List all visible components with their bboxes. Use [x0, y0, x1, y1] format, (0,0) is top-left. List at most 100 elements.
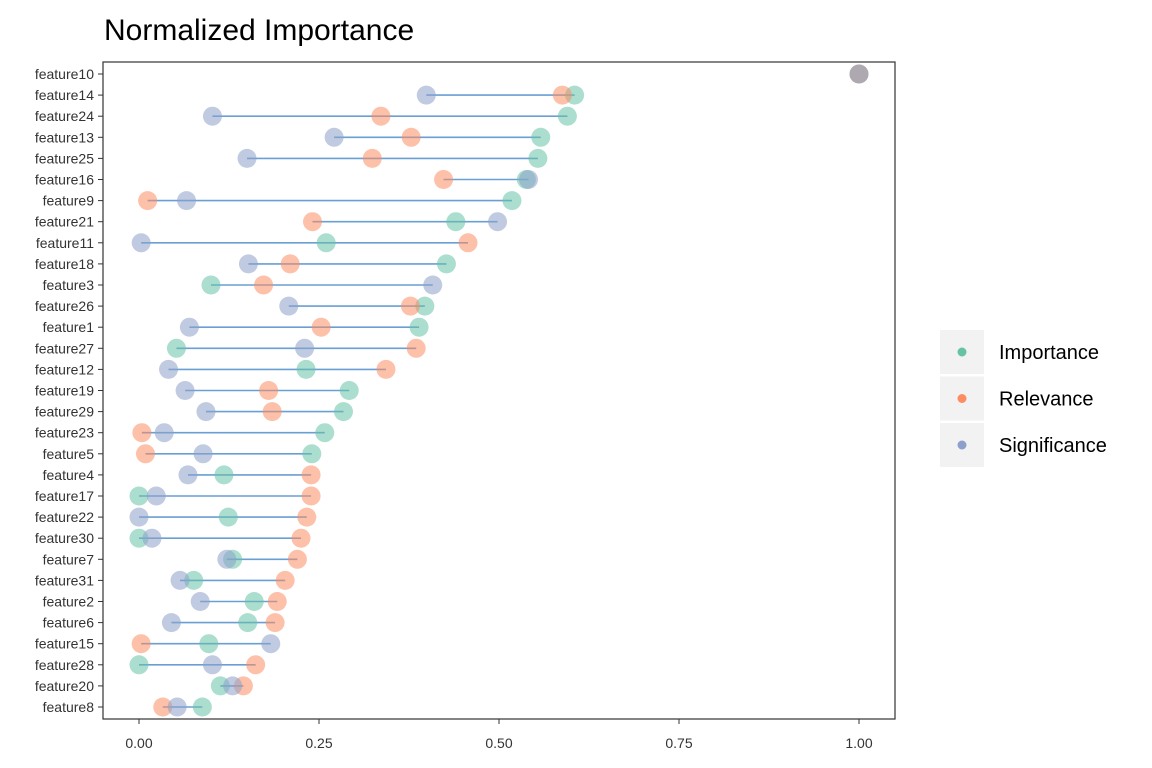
point-significance [217, 549, 237, 569]
y-tick-label: feature9 [43, 193, 95, 209]
point-relevance [153, 697, 173, 717]
point-relevance [254, 275, 274, 295]
point-relevance [362, 148, 382, 168]
y-tick-label: feature4 [43, 467, 95, 483]
point-relevance [401, 127, 421, 147]
point-significance [423, 275, 443, 295]
point-importance [333, 402, 353, 422]
point-significance [238, 254, 258, 274]
point-relevance [132, 423, 152, 443]
y-tick-label: feature27 [35, 340, 94, 356]
y-tick-label: feature17 [35, 488, 94, 504]
y-tick-label: feature21 [35, 214, 94, 230]
point-relevance [458, 233, 478, 253]
y-tick-label: feature7 [43, 551, 95, 567]
point-relevance [552, 85, 572, 105]
point-importance [201, 275, 221, 295]
point-relevance [297, 507, 317, 527]
point-importance [446, 212, 466, 232]
point-significance [161, 613, 181, 633]
legend: Importance Relevance Significance [940, 330, 1107, 467]
point-importance [339, 381, 359, 400]
point-significance [324, 127, 344, 147]
point-significance [519, 170, 539, 189]
point-significance [175, 381, 195, 400]
x-tick-label: 0.75 [665, 735, 692, 751]
point-importance [238, 613, 258, 633]
point-importance [531, 127, 551, 147]
point-significance [237, 148, 257, 168]
x-tick-label: 0.50 [485, 735, 512, 751]
y-tick-label: feature2 [43, 594, 95, 610]
point-significance [488, 212, 508, 232]
point-significance [178, 465, 198, 485]
y-tick-label: feature12 [35, 361, 94, 377]
point-significance [142, 528, 162, 548]
y-tick-label: feature10 [35, 66, 94, 82]
legend-swatch [957, 394, 967, 403]
point-relevance [267, 592, 287, 611]
legend-swatch [957, 440, 967, 450]
point-relevance [301, 486, 321, 506]
point-importance [557, 106, 577, 126]
y-tick-label: feature19 [35, 383, 94, 399]
point-significance [849, 64, 869, 84]
point-significance [193, 444, 213, 464]
y-tick-label: feature22 [35, 509, 94, 525]
point-significance [170, 570, 190, 590]
point-relevance [301, 465, 321, 485]
chart-title: Normalized Importance [104, 14, 414, 47]
points-layer [129, 64, 869, 717]
point-importance [296, 359, 316, 379]
point-significance [279, 296, 299, 316]
point-importance [192, 697, 212, 717]
point-relevance [246, 655, 266, 675]
y-axis: feature10 feature14 feature24 feature13 feat… [35, 66, 103, 715]
point-relevance [434, 170, 454, 189]
x-tick-label: 0.25 [305, 735, 332, 751]
y-tick-label: feature31 [35, 572, 94, 588]
point-importance [315, 423, 335, 443]
point-significance [146, 486, 166, 506]
point-relevance [303, 212, 323, 232]
point-significance [261, 634, 281, 654]
point-relevance [135, 444, 155, 464]
point-significance [295, 338, 315, 358]
y-tick-label: feature6 [43, 615, 95, 631]
y-tick-label: feature28 [35, 657, 94, 673]
point-relevance [287, 549, 307, 569]
y-tick-label: feature14 [35, 87, 94, 103]
legend-label: Significance [999, 435, 1107, 457]
y-tick-label: feature3 [43, 277, 95, 293]
y-tick-label: feature26 [35, 298, 94, 314]
legend-swatch [957, 347, 967, 357]
y-tick-label: feature16 [35, 172, 94, 188]
point-importance [244, 592, 264, 611]
point-importance [415, 296, 435, 316]
point-importance [199, 634, 219, 654]
y-tick-label: feature15 [35, 636, 94, 652]
point-relevance [291, 528, 311, 548]
y-tick-label: feature1 [43, 319, 95, 335]
y-tick-label: feature5 [43, 446, 95, 462]
point-relevance [259, 381, 279, 400]
point-significance [202, 106, 222, 126]
point-significance [190, 592, 210, 611]
point-relevance [280, 254, 300, 274]
point-significance [129, 507, 149, 527]
point-significance [179, 317, 199, 337]
point-importance [409, 317, 429, 337]
point-significance [177, 191, 197, 211]
point-importance [214, 465, 234, 485]
point-importance [218, 507, 238, 527]
point-relevance [138, 191, 158, 211]
point-significance [416, 85, 436, 105]
legend-label: Importance [999, 342, 1099, 364]
point-relevance [262, 402, 282, 422]
point-relevance [265, 613, 285, 633]
point-importance [528, 148, 548, 168]
point-relevance [275, 570, 295, 590]
point-significance [223, 676, 243, 696]
point-significance [154, 423, 174, 443]
